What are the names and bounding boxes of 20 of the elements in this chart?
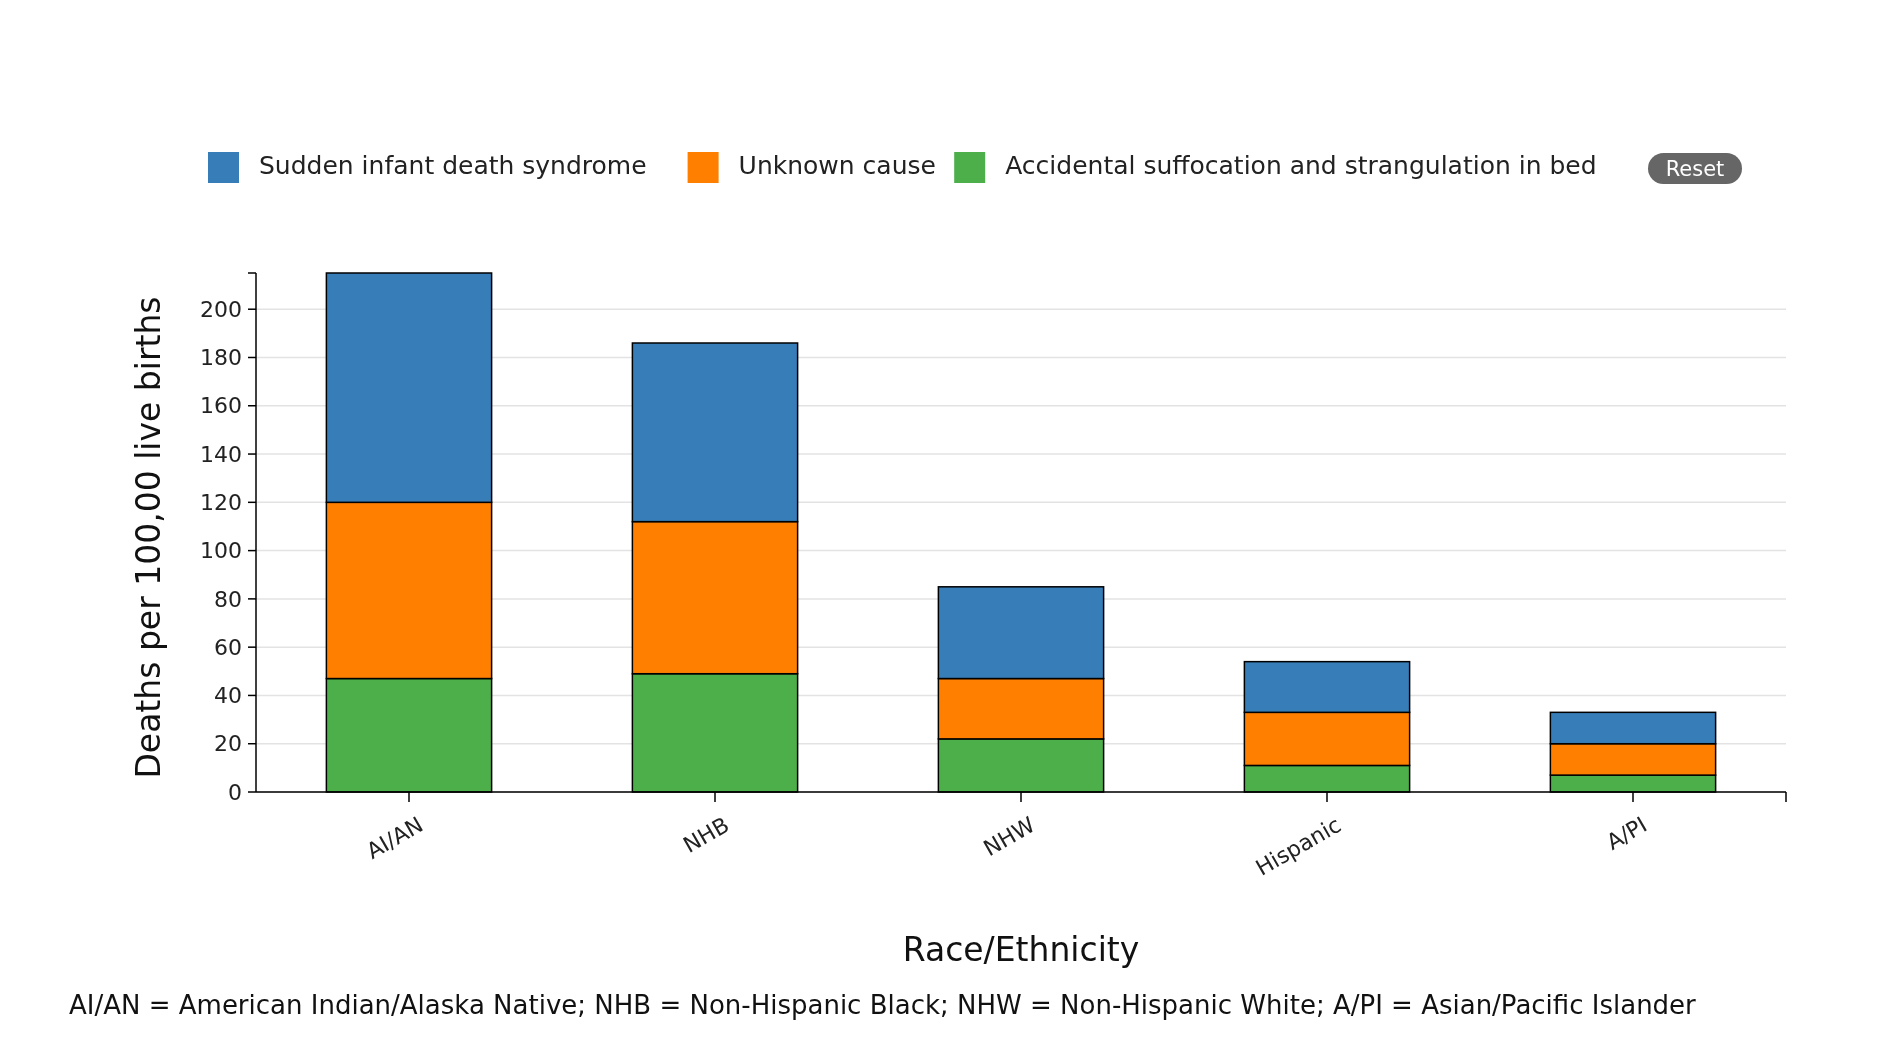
y-axis-title: Deaths per 100,00 live births (129, 296, 168, 779)
y-tick-label: 140 (200, 441, 242, 467)
y-tick-label: 40 (214, 683, 242, 709)
x-tick-label: A/PI (1602, 812, 1652, 855)
y-tick-label: 160 (200, 393, 242, 419)
reset-button: Reset (1648, 153, 1742, 184)
y-tick-label: 180 (200, 345, 242, 371)
legend-label: Sudden infant death syndrome (259, 151, 647, 180)
x-axis-title: Race/Ethnicity (902, 930, 1140, 969)
y-tick-label: 100 (200, 538, 242, 564)
y-tick-label: 120 (200, 490, 242, 516)
text: AI/AN = American Indian/Alaska Native; NHB = Non-Hispanic Black; NHW = Non-Hispanic White; A/PI = Asian/Pacific Islander (69, 990, 1697, 1020)
y-tick-label: 20 (214, 731, 242, 757)
legend-label: Accidental suffocation and strangulation in bed (1005, 151, 1597, 180)
legend-label: Unknown cause (738, 151, 936, 180)
y-tick-label: 200 (200, 296, 242, 322)
x-tick-label: NHB (679, 812, 734, 858)
y-tick-label: 0 (228, 779, 242, 805)
y-tick-label: 60 (214, 634, 242, 660)
y-tick-label: 80 (214, 586, 242, 612)
